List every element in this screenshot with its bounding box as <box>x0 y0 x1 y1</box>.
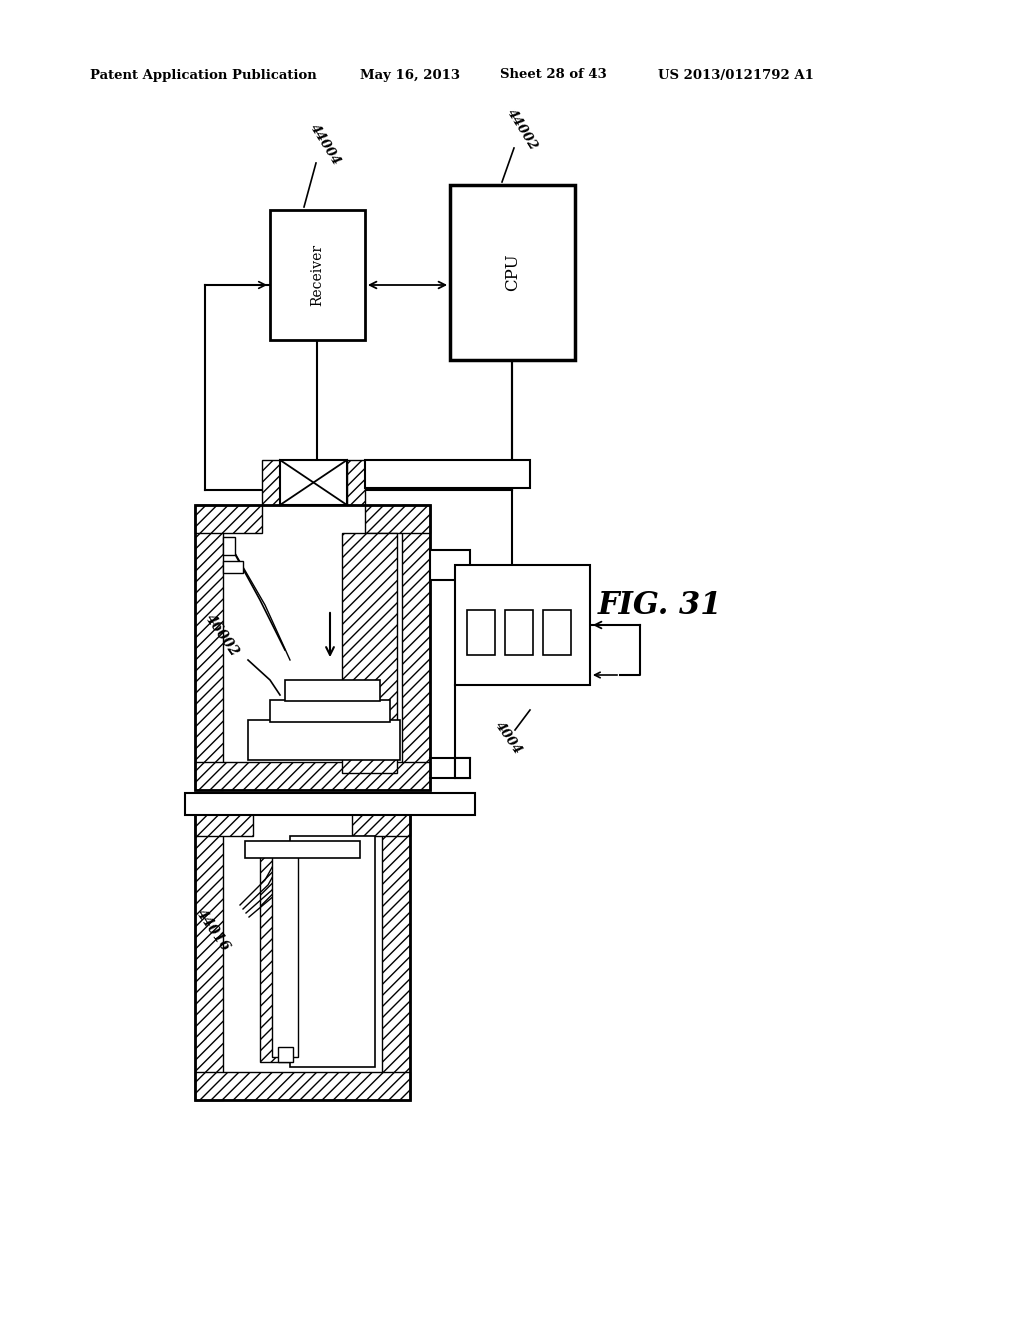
Bar <box>195 808 253 836</box>
Bar <box>195 506 430 789</box>
Text: US 2013/0121792 A1: US 2013/0121792 A1 <box>658 69 814 82</box>
Bar <box>195 808 223 1100</box>
Text: 44004: 44004 <box>307 121 343 168</box>
Bar <box>195 762 430 789</box>
Bar <box>430 550 470 579</box>
Bar <box>245 841 360 858</box>
Bar <box>195 506 262 533</box>
Bar <box>365 506 430 533</box>
Bar <box>467 610 495 655</box>
Bar <box>290 836 375 1067</box>
Bar <box>342 533 397 774</box>
Bar <box>285 680 380 701</box>
Bar <box>543 610 571 655</box>
Bar <box>278 1047 293 1063</box>
Bar <box>402 506 430 789</box>
Bar <box>195 506 223 789</box>
Bar <box>455 565 590 685</box>
Text: CPU: CPU <box>504 253 521 292</box>
Bar <box>347 459 365 506</box>
Text: May 16, 2013: May 16, 2013 <box>360 69 460 82</box>
Bar <box>455 758 470 777</box>
Bar <box>280 459 347 506</box>
Bar <box>195 506 430 789</box>
Text: 4004: 4004 <box>493 719 524 756</box>
Bar <box>223 537 234 554</box>
Bar <box>450 185 575 360</box>
Text: 44002: 44002 <box>504 107 540 153</box>
Bar <box>248 719 400 760</box>
Text: FIG. 31: FIG. 31 <box>598 590 722 620</box>
Bar <box>270 700 390 722</box>
Bar <box>223 561 243 573</box>
Text: Sheet 28 of 43: Sheet 28 of 43 <box>500 69 607 82</box>
Bar <box>260 841 310 1063</box>
Bar <box>272 846 298 1057</box>
Bar <box>185 793 475 814</box>
Bar <box>505 610 534 655</box>
Bar <box>365 459 530 488</box>
Text: Patent Application Publication: Patent Application Publication <box>90 69 316 82</box>
Bar <box>195 808 410 1100</box>
Text: 46002: 46002 <box>203 611 242 659</box>
Bar <box>195 1072 410 1100</box>
Bar <box>352 808 410 836</box>
Bar <box>382 808 410 1100</box>
Bar <box>262 459 280 506</box>
Text: 44016: 44016 <box>194 907 232 954</box>
Bar <box>270 210 365 341</box>
Bar <box>195 808 410 1100</box>
Text: Receiver: Receiver <box>310 244 325 306</box>
